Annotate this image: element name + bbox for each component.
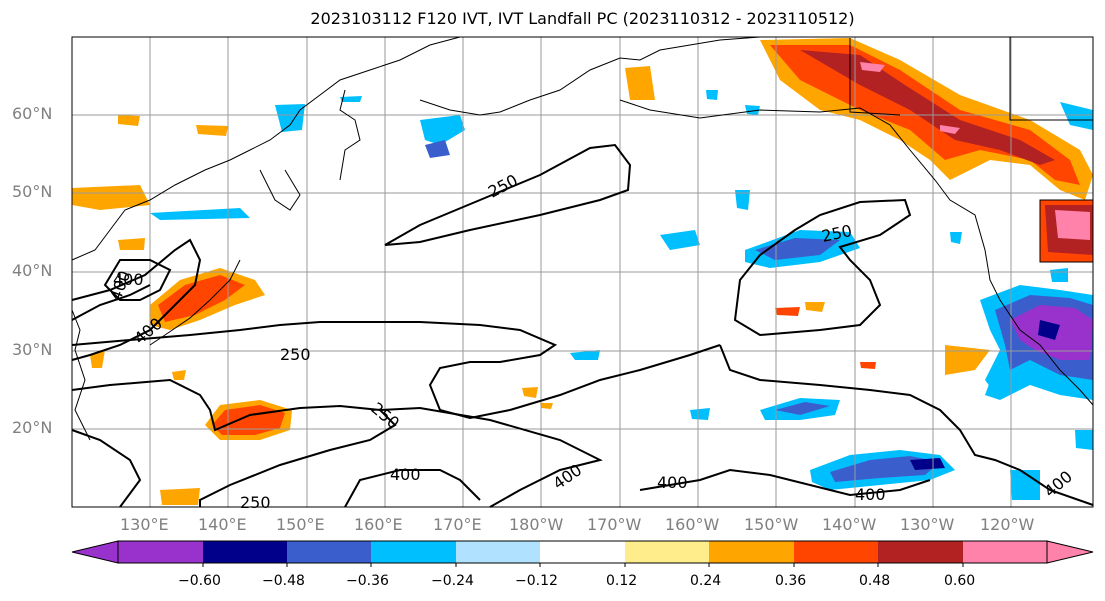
- colorbar-tick-label: −0.36: [346, 573, 389, 589]
- colorbar-tick-label: 0.48: [859, 573, 891, 589]
- lon-label: 170°W: [587, 515, 642, 534]
- map-title: 2023103112 F120 IVT, IVT Landfall PC (20…: [310, 9, 855, 28]
- colorbar-min-extend: [71, 540, 119, 564]
- lon-label: 170°E: [433, 515, 482, 534]
- lat-label: 50°N: [12, 182, 53, 201]
- anomaly-shading: [72, 38, 1093, 505]
- lon-label: 160°E: [354, 515, 403, 534]
- lon-label: 150°E: [276, 515, 325, 534]
- contour-label: 250: [485, 170, 521, 201]
- contour-label: 400: [113, 270, 144, 289]
- ivt-contours: [71, 143, 1094, 508]
- colorbar: [71, 540, 1094, 567]
- lat-label: 30°N: [12, 340, 53, 359]
- lon-label: 150°W: [744, 515, 799, 534]
- colorbar-tick-label: 0.24: [690, 573, 722, 589]
- lat-label: 20°N: [12, 418, 53, 437]
- contour-label: 250: [367, 399, 403, 433]
- colorbar-tick-label: −0.12: [515, 573, 558, 589]
- colorbar-tick-label: 0.12: [606, 573, 638, 589]
- contour-label: 400: [106, 268, 134, 303]
- map-frame: [71, 36, 1094, 508]
- contour-label: 400: [390, 465, 421, 484]
- colorbar-tick-label: −0.48: [262, 573, 305, 589]
- lon-label: 140°W: [822, 515, 877, 534]
- lon-label: 130°W: [900, 515, 955, 534]
- lon-label: 180°W: [509, 515, 564, 534]
- colorbar-max-extend: [1046, 540, 1094, 564]
- lat-label: 60°N: [12, 104, 53, 123]
- contour-label: 400: [855, 485, 886, 504]
- colorbar-tick-label: 0.60: [944, 573, 976, 589]
- lon-label: 140°E: [198, 515, 247, 534]
- lat-label: 40°N: [12, 261, 53, 280]
- contour-label: 400: [1040, 467, 1076, 501]
- lon-label: 120°W: [980, 515, 1035, 534]
- coastlines: [71, 36, 1094, 441]
- contour-label: 400: [657, 473, 688, 492]
- lon-label: 130°E: [120, 515, 169, 534]
- grid-lines: [72, 37, 1093, 507]
- colorbar-tick-label: −0.24: [431, 573, 474, 589]
- colorbar-tick-label: 0.36: [775, 573, 807, 589]
- contour-label: 250: [240, 493, 271, 512]
- contour-label: 250: [280, 345, 311, 364]
- lon-label: 160°W: [665, 515, 720, 534]
- colorbar-tick-label: −0.60: [178, 573, 221, 589]
